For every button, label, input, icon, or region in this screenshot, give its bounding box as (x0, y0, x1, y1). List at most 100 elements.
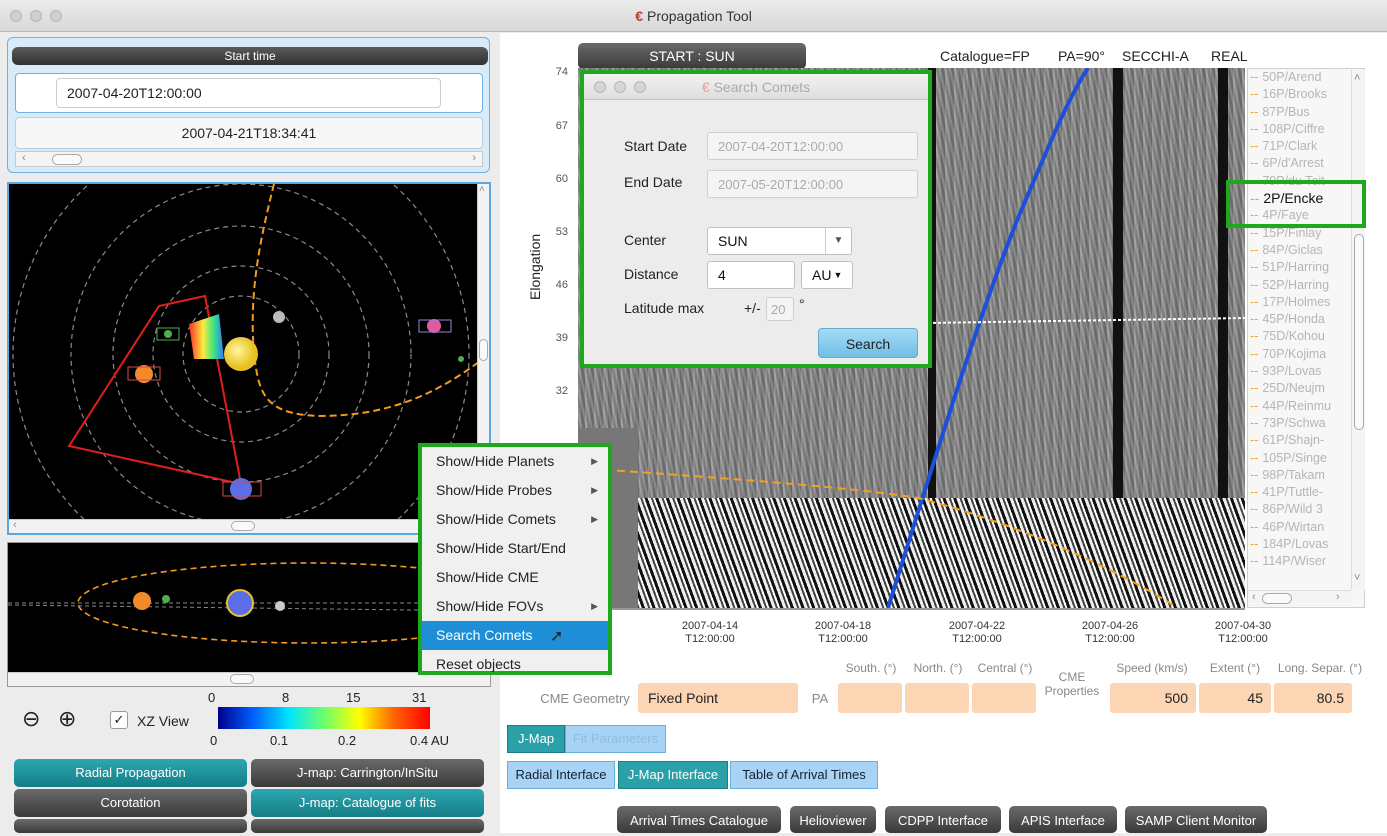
scroll-thumb[interactable] (479, 339, 488, 361)
menu-item[interactable]: Search Comets (422, 621, 608, 650)
scroll-left-icon[interactable]: ‹ (13, 519, 17, 531)
samp-client-monitor-button[interactable]: SAMP Client Monitor (1125, 806, 1267, 833)
comet-list-item[interactable]: -- 184P/Lovas (1248, 536, 1364, 553)
comet-list-item[interactable]: -- 45P/Honda (1248, 311, 1364, 328)
comet-list-item[interactable]: -- 75D/Kohou (1248, 328, 1364, 345)
sun-icon (224, 337, 258, 371)
comet-list-item[interactable]: -- 73P/Schwa (1248, 415, 1364, 432)
extent-input[interactable]: 45 (1199, 683, 1271, 713)
center-select[interactable]: SUN ▼ (707, 227, 852, 255)
cdpp-interface-button[interactable]: CDPP Interface (885, 806, 1001, 833)
helioviewer-button[interactable]: Helioviewer (790, 806, 876, 833)
central-input[interactable] (972, 683, 1036, 713)
scroll-thumb[interactable] (231, 521, 255, 531)
comet-list-item[interactable]: -- 51P/Harring (1248, 259, 1364, 276)
comet-list-item[interactable]: -- 84P/Giclas (1248, 242, 1364, 259)
zoom-out-icon[interactable]: ⊖ (22, 706, 40, 732)
tab-radial-interface[interactable]: Radial Interface (507, 761, 615, 789)
comet-list-item[interactable]: -- 70P/Kojima (1248, 346, 1364, 363)
comet-list-vscrollbar[interactable]: ˄ ˅ (1351, 70, 1365, 590)
comet-list-item[interactable]: -- 114P/Wiser (1248, 553, 1364, 570)
comet-list[interactable]: -- 50P/Arend -- 16P/Brooks -- 87P/Bus -- 108P/C… (1247, 68, 1365, 608)
comet-list-item[interactable]: -- 25D/Neujm (1248, 380, 1364, 397)
scroll-right-icon[interactable]: › (472, 152, 476, 164)
orbit-hscrollbar[interactable]: ‹ (9, 519, 477, 533)
distance-input[interactable]: 4 (707, 261, 795, 289)
start-date-input[interactable]: 2007-04-20T12:00:00 (707, 132, 918, 160)
scroll-thumb[interactable] (1262, 593, 1292, 604)
tab-jmap-interface[interactable]: J-Map Interface (618, 761, 728, 789)
scroll-left-icon[interactable]: ‹ (22, 152, 26, 164)
arrival-times-catalogue-button[interactable]: Arrival Times Catalogue (617, 806, 781, 833)
latitude-label: Latitude max (624, 300, 704, 316)
search-button[interactable]: Search (818, 328, 918, 358)
menu-item[interactable]: Show/Hide Planets ▶ (422, 447, 608, 476)
xz-view-checkbox[interactable]: ✓ (110, 711, 128, 729)
comet-line-icon: -- (1250, 139, 1258, 153)
comet-list-item[interactable]: -- 61P/Shajn- (1248, 432, 1364, 449)
radial-propagation-button[interactable]: Radial Propagation (14, 759, 247, 787)
time-scrollbar[interactable]: ‹ › (15, 151, 483, 167)
comet-line-icon: -- (1250, 105, 1258, 119)
tab-fit-parameters[interactable]: Fit Parameters (565, 725, 666, 753)
comet-list-item[interactable]: -- 44P/Reinmu (1248, 398, 1364, 415)
comet-list-item[interactable]: -- 6P/d'Arrest (1248, 155, 1364, 172)
scroll-thumb[interactable] (230, 674, 254, 684)
dialog-minimize-button[interactable] (614, 81, 626, 93)
north-input[interactable] (905, 683, 969, 713)
menu-item[interactable]: Show/Hide Probes ▶ (422, 476, 608, 505)
comet-list-item[interactable]: -- 98P/Takam (1248, 467, 1364, 484)
south-input[interactable] (838, 683, 902, 713)
menu-item[interactable]: Reset objects (422, 650, 608, 679)
comet-list-item[interactable]: -- 17P/Holmes (1248, 294, 1364, 311)
scroll-thumb[interactable] (1354, 234, 1364, 430)
scroll-up-icon[interactable]: ˄ (479, 184, 485, 195)
menu-item[interactable]: Show/Hide CME (422, 563, 608, 592)
scroll-down-icon[interactable]: ˅ (1354, 572, 1360, 584)
comet-list-item[interactable]: -- 86P/Wild 3 (1248, 501, 1364, 518)
scroll-thumb[interactable] (52, 154, 82, 165)
x-tick: 2007-04-18 T12:00:00 (798, 620, 888, 646)
comet-line-icon: -- (1250, 381, 1258, 395)
comet-list-item[interactable]: -- 105P/Singe (1248, 450, 1364, 467)
comet-list-hscrollbar[interactable]: ‹ › (1248, 590, 1351, 606)
dialog-zoom-button[interactable] (634, 81, 646, 93)
longsep-input[interactable]: 80.5 (1274, 683, 1352, 713)
menu-item[interactable]: Show/Hide Comets ▶ (422, 505, 608, 534)
comet-list-item[interactable]: -- 87P/Bus (1248, 104, 1364, 121)
comet-list-item[interactable]: -- 41P/Tuttle- (1248, 484, 1364, 501)
apis-interface-button[interactable]: APIS Interface (1009, 806, 1117, 833)
scroll-right-icon[interactable]: › (1336, 591, 1340, 603)
comet-list-item[interactable]: -- 108P/Ciffre (1248, 121, 1364, 138)
partial-button[interactable] (251, 819, 484, 833)
menu-item[interactable]: Show/Hide FOVs ▶ (422, 592, 608, 621)
jmap-carrington-button[interactable]: J-map: Carrington/InSitu (251, 759, 484, 787)
chevron-down-icon[interactable]: ▼ (825, 228, 851, 254)
latitude-input[interactable]: 20 (766, 297, 794, 321)
tab-arrival-times[interactable]: Table of Arrival Times (730, 761, 878, 789)
dialog-close-button[interactable] (594, 81, 606, 93)
speed-input[interactable]: 500 (1110, 683, 1196, 713)
comet-list-item[interactable]: -- 46P/Wirtan (1248, 519, 1364, 536)
start-time-input[interactable]: 2007-04-20T12:00:00 (56, 78, 441, 108)
comet-list-item[interactable]: -- 16P/Brooks (1248, 86, 1364, 103)
menu-item[interactable]: Show/Hide Start/End (422, 534, 608, 563)
comet-list-item[interactable]: -- 71P/Clark (1248, 138, 1364, 155)
scroll-left-icon[interactable]: ‹ (1252, 591, 1256, 603)
end-date-input[interactable]: 2007-05-20T12:00:00 (707, 170, 918, 198)
comet-list-item[interactable]: -- 52P/Harring (1248, 277, 1364, 294)
start-sun-button[interactable]: START : SUN (578, 43, 806, 69)
tab-jmap[interactable]: J-Map (507, 725, 565, 753)
corotation-button[interactable]: Corotation (14, 789, 247, 817)
distance-unit-select[interactable]: AU ▼ (801, 261, 853, 289)
comet-list-item[interactable]: -- 93P/Lovas (1248, 363, 1364, 380)
end-time-field[interactable]: 2007-04-21T18:34:41 (15, 117, 483, 149)
zoom-in-icon[interactable]: ⊕ (58, 706, 76, 732)
x-tick: 2007-04-22 T12:00:00 (932, 620, 1022, 646)
cme-geometry-select[interactable]: Fixed Point (638, 683, 798, 713)
partial-button[interactable] (14, 819, 247, 833)
jmap-catalogue-button[interactable]: J-map: Catalogue of fits (251, 789, 484, 817)
comet-line-icon: -- (1250, 243, 1258, 257)
comet-list-item[interactable]: -- 50P/Arend (1248, 69, 1364, 86)
scroll-up-icon[interactable]: ˄ (1354, 72, 1360, 84)
